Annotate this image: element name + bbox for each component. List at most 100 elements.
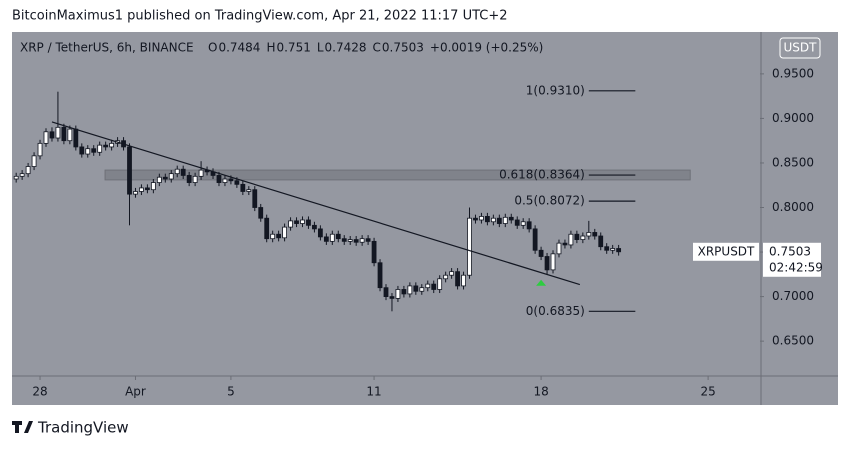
fib-label: 0.618(0.8364) [499, 168, 585, 182]
candle-body [461, 274, 466, 287]
candle-body [25, 166, 31, 175]
candle-body [413, 285, 419, 292]
candle-body [455, 271, 460, 287]
candle-body [610, 248, 616, 251]
candle-body [73, 128, 79, 148]
candle-body [538, 249, 544, 257]
x-tick-label: 25 [700, 385, 715, 399]
candle-body [496, 217, 502, 224]
candle-body [437, 278, 443, 290]
candle-body [485, 216, 490, 223]
candle-body [490, 217, 496, 223]
candle-body [598, 235, 604, 248]
candle-body [222, 178, 228, 183]
candle-body [19, 173, 25, 177]
header: BitcoinMaximus1 published on TradingView… [12, 9, 508, 24]
candle-body [31, 155, 37, 167]
legend-value: 0.7503 [382, 41, 424, 55]
footer: TradingView [37, 419, 129, 437]
legend-key: L [317, 41, 324, 55]
candle-body [335, 233, 341, 240]
panel [12, 32, 838, 405]
candle-body [198, 169, 204, 177]
candle-body [365, 238, 371, 242]
trendline [51, 121, 581, 286]
candle-body [216, 175, 222, 183]
currency-box[interactable] [779, 37, 821, 59]
candle-body [300, 219, 305, 224]
logo [12, 421, 33, 433]
candle-body [127, 146, 132, 195]
candle-body [401, 289, 407, 295]
candle-body [288, 220, 293, 228]
candle-body [431, 283, 437, 290]
candle-body [556, 242, 562, 255]
candle-body [449, 271, 455, 276]
candle-body [520, 221, 526, 226]
legend-value: 0.7484 [218, 41, 260, 55]
candle-body [79, 146, 85, 155]
resistance-band [104, 169, 691, 181]
candle-body [276, 233, 282, 239]
y-tick-label: 0.9500 [772, 66, 814, 80]
candle-body [109, 142, 115, 148]
candle-body [341, 238, 347, 242]
candle-body [329, 233, 335, 242]
candle-body [13, 175, 19, 180]
legend-key: C [373, 41, 381, 55]
candle-body [359, 238, 365, 243]
candle-body [139, 187, 144, 192]
candle-body [473, 217, 478, 221]
candle-body [43, 131, 49, 144]
countdown: 02:42:59 [769, 260, 823, 274]
candle-body [67, 128, 73, 142]
candle-body [419, 287, 425, 292]
candle-body [174, 168, 180, 175]
candle-body [586, 232, 592, 237]
chart-title: XRP / TetherUS, 6h, BINANCE [20, 41, 194, 55]
candle-body [592, 232, 598, 237]
candle-body [526, 221, 532, 230]
candle-body [186, 175, 192, 183]
y-tick-label: 0.8500 [772, 155, 814, 169]
legend-change: +0.0019 (+0.25%) [430, 41, 543, 55]
candle-body [168, 173, 174, 180]
candle-body [371, 240, 377, 264]
candle-body [568, 233, 574, 246]
candle-body [383, 287, 389, 298]
candle-body [258, 207, 264, 219]
y-tick-label: 0.6500 [772, 334, 814, 348]
candle-body [532, 228, 538, 251]
candle-body [49, 131, 55, 139]
candle-body [395, 289, 401, 299]
fib-label: 1(0.9310) [526, 83, 585, 97]
candle-body [150, 182, 156, 191]
candle-body [306, 219, 311, 226]
candle-body [616, 248, 622, 253]
candle-body [407, 285, 413, 295]
x-tick-label: Apr [125, 385, 146, 399]
candle-body [133, 191, 138, 195]
legend-value: 0.7428 [325, 41, 367, 55]
candle-body [514, 219, 520, 226]
candle-body [347, 239, 353, 242]
candle-body [145, 187, 150, 191]
candle-body [180, 168, 186, 176]
candle-body [240, 183, 246, 192]
candle-body [264, 217, 270, 240]
candle-body [55, 126, 61, 139]
price-label: 0.7503 [769, 244, 811, 258]
candle-body [425, 283, 431, 289]
candle-body [282, 226, 287, 239]
arrow [536, 279, 547, 286]
candle-body [377, 262, 383, 289]
candle-body [550, 253, 556, 271]
candle-body [246, 189, 252, 192]
candle-body [467, 217, 472, 276]
candle-body [294, 220, 299, 224]
candle-body [312, 224, 317, 230]
x-tick-label: 18 [533, 385, 548, 399]
candle-body [234, 180, 240, 185]
y-tick-label: 0.8000 [772, 200, 814, 214]
